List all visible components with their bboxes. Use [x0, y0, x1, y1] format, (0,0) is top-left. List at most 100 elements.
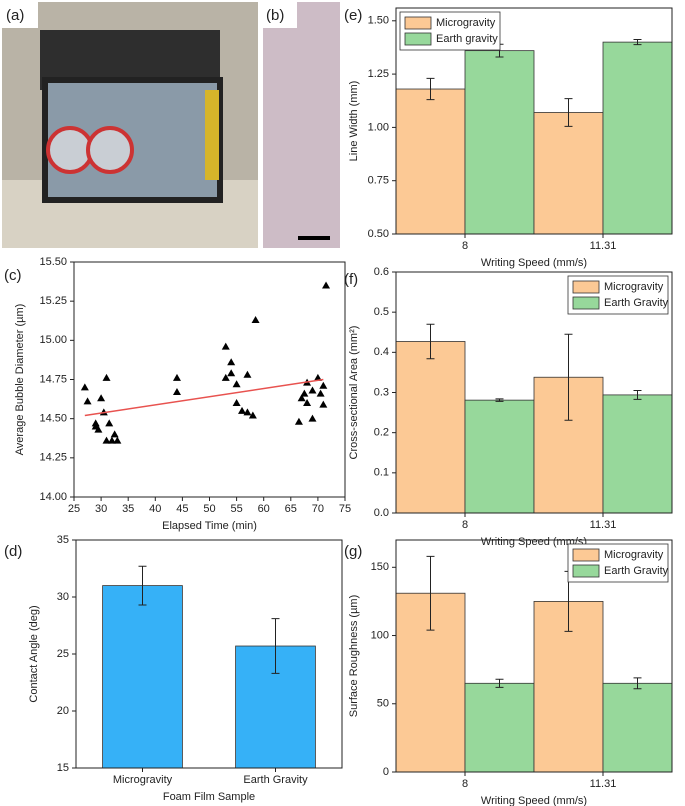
- data-point: [243, 408, 252, 416]
- data-point: [248, 411, 257, 419]
- bar: [602, 394, 673, 514]
- data-point: [308, 414, 317, 422]
- y-tick-label: 0.5: [374, 306, 389, 318]
- y-tick-label: 15.50: [39, 256, 67, 268]
- y-axis-label: Surface Roughness (µm): [348, 595, 360, 718]
- y-axis-label: Contact Angle (deg): [28, 605, 40, 702]
- data-point: [80, 383, 89, 391]
- data-point: [172, 388, 181, 396]
- legend: Microgravity Earth gravity: [399, 11, 501, 51]
- data-point: [113, 436, 122, 444]
- error-bar: [633, 39, 642, 46]
- y-tick-label: 100: [371, 629, 389, 641]
- x-tick-label: 55: [230, 503, 242, 515]
- y-tick-label: 0.3: [374, 386, 389, 398]
- plot-frame: [395, 7, 673, 235]
- error-bar: [271, 618, 280, 674]
- x-tick-label: 11.31: [590, 240, 617, 252]
- x-tick-label: 45: [176, 503, 188, 515]
- panel-label: (a): [6, 7, 24, 24]
- x-tick-label: Microgravity: [113, 774, 173, 786]
- plot-frame: [73, 261, 346, 498]
- legend-swatch: [572, 564, 600, 578]
- data-point: [316, 389, 325, 397]
- data-point: [243, 370, 252, 378]
- data-point: [251, 315, 260, 323]
- x-tick-label: Earth Gravity: [243, 774, 308, 786]
- legend: Microgravity Earth Gravity: [567, 543, 669, 583]
- legend-swatch: [572, 548, 600, 562]
- data-point: [102, 373, 111, 381]
- data-point: [110, 430, 119, 438]
- x-axis-label: Writing Speed (mm/s): [481, 257, 587, 269]
- x-tick-label: 50: [203, 503, 215, 515]
- y-tick-label: 14.25: [39, 452, 67, 464]
- y-tick-label: 50: [377, 698, 389, 710]
- y-tick-label: 14.00: [39, 491, 67, 503]
- legend-swatch: [572, 280, 600, 294]
- x-axis-label: Foam Film Sample: [163, 791, 255, 803]
- data-point: [300, 389, 309, 397]
- legend-swatch: [404, 32, 432, 46]
- legend-label: Earth Gravity: [604, 565, 669, 577]
- data-point: [232, 380, 241, 388]
- data-point: [227, 369, 236, 377]
- error-bar: [633, 389, 642, 400]
- panel-label: (g): [344, 543, 362, 560]
- y-tick-label: 0.6: [374, 266, 389, 278]
- trend-line: [84, 378, 324, 417]
- x-tick-label: 65: [285, 503, 297, 515]
- y-tick-label: 1.25: [368, 68, 389, 80]
- x-axis-label: Elapsed Time (min): [162, 520, 257, 532]
- data-point: [238, 406, 247, 414]
- data-point: [313, 373, 322, 381]
- data-point: [105, 419, 114, 427]
- data-point: [308, 386, 317, 394]
- y-tick-label: 0.75: [368, 175, 389, 187]
- plot-frame: [395, 271, 673, 514]
- photo-a: (a): [2, 2, 258, 248]
- data-point: [83, 397, 92, 405]
- y-tick-label: 30: [57, 591, 69, 603]
- y-tick-label: 0.4: [374, 346, 389, 358]
- legend-swatch: [572, 296, 600, 310]
- data-point: [221, 342, 230, 350]
- panel-label: (b): [266, 7, 284, 24]
- y-tick-label: 0: [383, 766, 389, 778]
- x-tick-label: 40: [149, 503, 161, 515]
- bar: [395, 341, 466, 514]
- y-tick-label: 15.25: [39, 295, 67, 307]
- panel-label: (e): [344, 7, 362, 24]
- data-point: [107, 436, 116, 444]
- y-tick-label: 35: [57, 534, 69, 546]
- legend-label: Earth Gravity: [604, 297, 669, 309]
- panel-label: (f): [344, 271, 358, 288]
- x-tick-label: 75: [339, 503, 351, 515]
- data-point: [297, 394, 306, 402]
- y-tick-label: 20: [57, 705, 69, 717]
- y-tick-label: 14.50: [39, 413, 67, 425]
- error-bar: [495, 678, 504, 688]
- data-point: [91, 419, 100, 427]
- x-tick-label: 8: [462, 778, 468, 790]
- data-point: [319, 381, 328, 389]
- plot-frame: [75, 539, 343, 769]
- panel-label: (d): [4, 543, 22, 560]
- bar: [602, 41, 673, 235]
- y-axis-label: Average Bubble Diameter (µm): [14, 304, 26, 456]
- y-tick-label: 0.50: [368, 228, 389, 240]
- y-tick-label: 150: [371, 561, 389, 573]
- y-tick-label: 0.2: [374, 427, 389, 439]
- micrograph-b: (b): [263, 2, 340, 248]
- error-bar: [138, 565, 147, 606]
- x-tick-label: 11.31: [590, 778, 617, 790]
- data-point: [227, 358, 236, 366]
- data-point: [303, 399, 312, 406]
- y-tick-label: 1.00: [368, 121, 389, 133]
- data-point: [294, 417, 303, 425]
- y-axis-label: Line Width (mm): [348, 81, 360, 162]
- x-axis-label: Writing Speed (mm/s): [481, 536, 587, 548]
- bar: [102, 585, 183, 769]
- error-bar: [495, 398, 504, 402]
